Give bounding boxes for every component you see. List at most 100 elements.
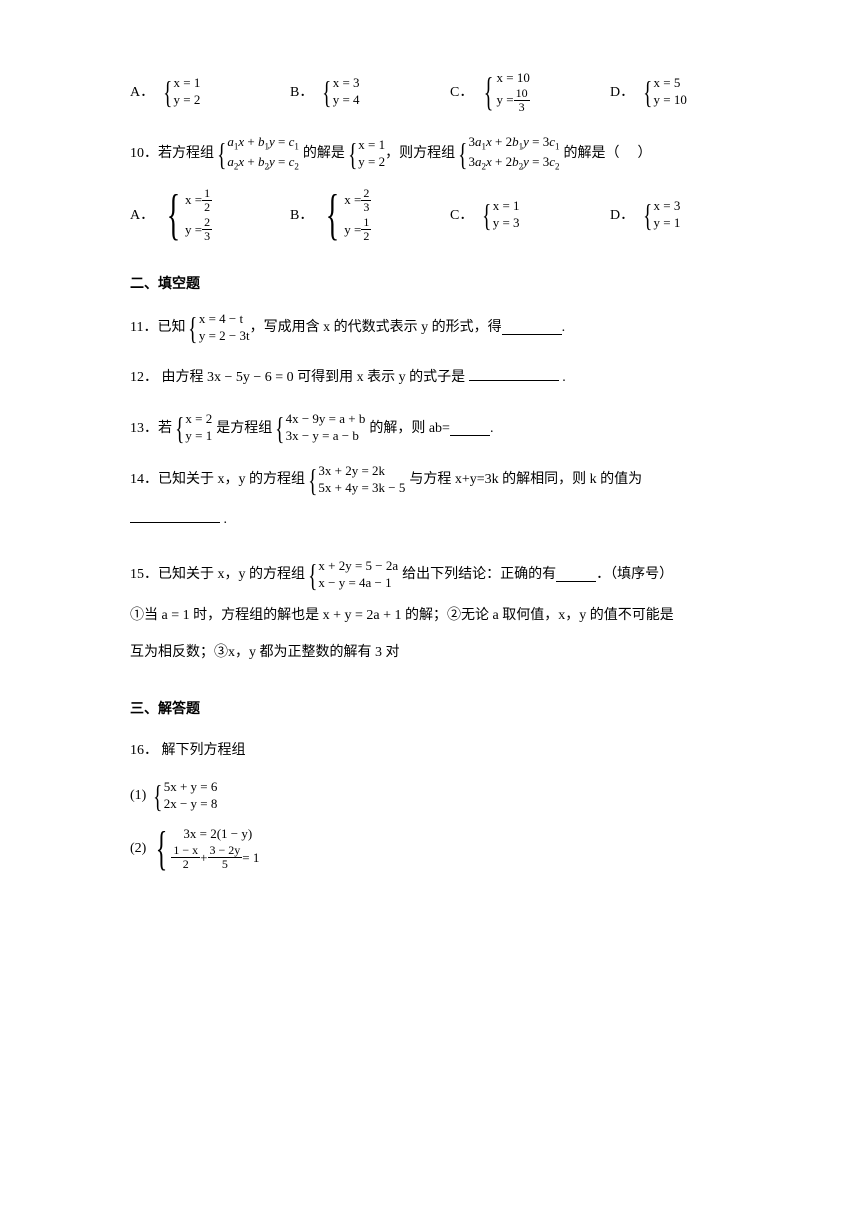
q14: 14． 已知关于 x，y 的方程组 { 3x + 2y = 2k 5x + 4y… [130,463,730,497]
equation: x = 2 [185,411,212,428]
q9-option-b: B． { x = 3 y = 4 [290,75,450,109]
equation: 3x + 2y = 2k [318,463,405,480]
equation: x + 2y = 5 − 2a [318,558,398,575]
section3-title: 三、解答题 [130,697,730,722]
equation: y = 1 [185,428,212,445]
brace-icon: { [348,138,357,170]
q16: 16． 解下列方程组 [130,736,730,767]
brace-icon: { [275,412,284,444]
brace-icon: { [308,464,317,496]
part-label: (2) [130,836,146,861]
fraction-numerator: 3 − 2y [208,844,243,858]
brace-icon: { [643,76,652,108]
question-text: . [490,416,494,441]
equation: 5x + 4y = 3k − 5 [318,480,405,497]
equation: 3x − y = a − b [286,428,366,445]
option-label: A． [130,80,154,105]
fraction-denominator: 2 [181,858,191,871]
brace-icon: { [643,199,652,231]
question-text: 与方程 x+y=3k 的解相同，则 k 的值为 [409,467,642,492]
q10-option-d: D． { x = 3 y = 1 [610,198,680,232]
equation: y = 1 [653,215,680,232]
brace-icon: { [308,559,317,591]
question-number: 15． [130,562,158,587]
question-text: . [562,315,566,340]
q11: 11． 已知 { x = 4 − t y = 2 − 3t ，写成用含 x 的代… [130,311,730,345]
answer-blank [469,366,559,381]
question-text: ．（填序号） [596,562,673,587]
option-label: C． [450,203,473,228]
q15-statements-cont: 互为相反数；③x，y 都为正整数的解有 3 对 [130,638,730,669]
question-number: 13． [130,416,158,441]
q16-part2: (2) { 3x = 2(1 − y) 1 − x 2 + 3 − 2y 5 =… [130,825,730,873]
option-label: B． [290,80,313,105]
equation: x = 1 [173,75,200,92]
equation: y = 2 − 3t [199,328,250,345]
equation: 3a1x + 2b1y = 3c1 [468,134,559,153]
q9-option-c: C． { x = 10 y = 10 3 [450,70,610,114]
q10-options: A． { x = 12 y = 23 B． { [130,187,730,244]
equation: x = 4 − t [199,311,250,328]
equation: 4x − 9y = a + b [286,411,366,428]
q10-question: 10． 若方程组 { a1x + b1y = c1 a2x + b2y = c2… [130,134,730,173]
q9-options: A． { x = 1 y = 2 B． { x = 3 y = 4 C． [130,70,730,114]
brace-icon: { [189,312,198,344]
q12: 12． 由方程 3x − 5y − 6 = 0 可得到用 x 表示 y 的式子是… [130,363,730,394]
question-text: 的解是（ [563,141,619,166]
option-label: B． [290,203,313,228]
q9-option-a: A． { x = 1 y = 2 [130,75,290,109]
answer-blank [130,508,220,523]
q16-part1: (1) { 5x + y = 6 2x − y = 8 [130,779,730,813]
equation: x = 3 [653,198,680,215]
equation: 3x = 2(1 − y) [183,826,259,842]
q9-option-d: D． { x = 5 y = 10 [610,75,687,109]
q10-option-b: B． { x = 23 y = 12 [290,187,450,244]
question-number: 10． [130,141,158,166]
equation: x = 1 [358,137,385,154]
question-number: 14． [130,467,158,492]
equation: 5x + y = 6 [164,779,218,796]
q10-option-a: A． { x = 12 y = 23 [130,187,290,244]
section2-title: 二、填空题 [130,272,730,297]
brace-icon: { [482,199,491,231]
equation: y = 4 [333,92,360,109]
question-number: 12． [130,370,158,385]
brace-icon: { [322,76,331,108]
equation: y = 3 [493,215,520,232]
brace-icon: { [167,187,180,243]
question-text: 已知关于 x，y 的方程组 [158,467,305,492]
fraction-numerator: 1 − x [171,844,200,858]
option-label: D． [610,203,634,228]
equation: y = 2 [173,92,200,109]
option-label: A． [130,203,154,228]
answer-blank [450,421,490,436]
part-label: (1) [130,783,146,808]
q14-cont: . [130,505,730,536]
q15-statements: ①当 a = 1 时，方程组的解也是 x + y = 2a + 1 的解；②无论… [130,601,730,632]
brace-icon: { [217,138,226,170]
brace-icon: { [153,780,162,812]
question-number: 11． [130,315,157,340]
q13: 13． 若 { x = 2 y = 1 是方程组 { 4x − 9y = a +… [130,411,730,445]
equation: x = 3 [333,75,360,92]
brace-icon: { [458,138,467,170]
question-text: 是方程组 [216,416,272,441]
question-text: ，写成用含 x 的代数式表示 y 的形式，得 [250,315,502,340]
question-text: . [224,512,228,527]
brace-icon: { [163,76,172,108]
question-text: 的解是 [303,141,345,166]
question-text: 解下列方程组 [162,743,246,758]
option-label: D． [610,80,634,105]
brace-icon: { [175,412,184,444]
equation: x = 1 [493,198,520,215]
equation: x − y = 4a − 1 [318,575,398,592]
equation: y = 2 [358,154,385,171]
question-text: ，则方程组 [385,141,455,166]
question-text: 已知关于 x，y 的方程组 [158,562,305,587]
brace-icon: { [156,825,168,873]
equation: a2x + b2y = c2 [227,154,299,173]
question-text: 给出下列结论：正确的有 [402,562,556,587]
equation: x = 5 [653,75,686,92]
brace-icon: { [326,187,339,243]
brace-icon: { [484,72,494,112]
